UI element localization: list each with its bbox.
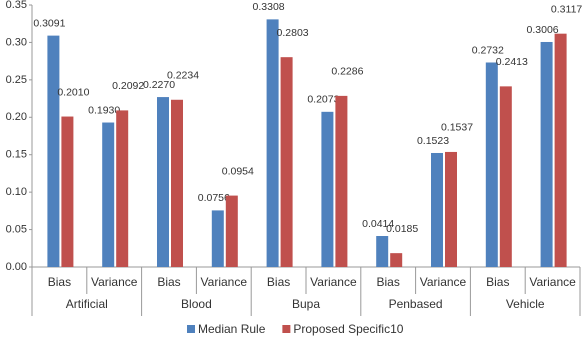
value-label: 0.3006 <box>527 24 559 36</box>
legend-label: Proposed Specific10 <box>293 322 403 336</box>
bar <box>211 210 224 267</box>
y-tick-label: 0.20 <box>6 111 27 123</box>
bar <box>116 110 129 267</box>
x-tick-label: Variance <box>310 275 357 289</box>
y-tick-label: 0.25 <box>6 74 27 86</box>
value-label: 0.2732 <box>472 44 504 56</box>
x-tick-label: Bias <box>377 275 400 289</box>
value-label: 0.2413 <box>496 56 528 68</box>
value-label: 0.2803 <box>277 27 309 39</box>
group-label: Vehicle <box>506 297 545 311</box>
bar <box>157 97 169 268</box>
x-tick-label: Variance <box>201 275 248 289</box>
group-label: Blood <box>181 297 212 311</box>
bar <box>61 116 74 267</box>
group-label: Artificial <box>66 297 108 311</box>
value-label: 0.0756 <box>198 192 230 204</box>
bar <box>335 95 348 267</box>
value-label: 0.1537 <box>441 122 473 134</box>
x-tick-label: Bias <box>267 275 290 289</box>
bar <box>47 35 60 267</box>
value-label: 0.0414 <box>362 218 394 230</box>
x-tick-label: Variance <box>529 275 576 289</box>
bar <box>431 152 443 267</box>
value-label: 0.1930 <box>88 104 120 116</box>
x-tick-label: Bias <box>157 275 180 289</box>
legend-swatch <box>187 325 195 333</box>
bar <box>499 86 512 267</box>
y-tick-label: 0.15 <box>6 149 27 161</box>
bar <box>171 99 183 268</box>
x-tick-label: Bias <box>486 275 509 289</box>
bar <box>266 19 279 267</box>
bar <box>540 41 553 267</box>
group-label: Penbased <box>389 297 443 311</box>
value-label: 0.3117 <box>551 3 582 15</box>
bar <box>102 122 115 267</box>
legend-label: Median Rule <box>198 322 266 336</box>
bar <box>554 33 567 267</box>
value-label: 0.0185 <box>386 223 418 235</box>
value-label: 0.2270 <box>143 79 175 91</box>
bar <box>485 62 498 268</box>
value-label: 0.2286 <box>331 66 363 78</box>
value-label: 0.3308 <box>253 1 285 13</box>
y-tick-label: 0.30 <box>6 36 27 48</box>
legend-swatch <box>282 325 291 333</box>
value-label: 0.0954 <box>222 165 254 177</box>
bar <box>321 111 334 268</box>
bar <box>225 195 238 267</box>
bar <box>445 151 457 267</box>
value-label: 0.2092 <box>112 80 144 92</box>
bar <box>280 57 293 267</box>
y-tick-label: 0.35 <box>6 0 27 11</box>
value-label: 0.2073 <box>307 94 339 106</box>
bar <box>390 253 403 267</box>
x-tick-label: Variance <box>91 275 138 289</box>
x-tick-label: Bias <box>48 275 71 289</box>
value-label: 0.2010 <box>57 86 89 98</box>
value-label: 0.2234 <box>167 70 199 82</box>
y-tick-label: 0.05 <box>6 223 27 235</box>
value-label: 0.1523 <box>417 135 449 147</box>
bar <box>376 236 389 267</box>
y-tick-label: 0.00 <box>6 261 27 273</box>
y-tick-label: 0.10 <box>6 186 27 198</box>
x-tick-label: Variance <box>420 275 467 289</box>
value-label: 0.3091 <box>33 17 65 29</box>
group-label: Bupa <box>292 297 320 311</box>
